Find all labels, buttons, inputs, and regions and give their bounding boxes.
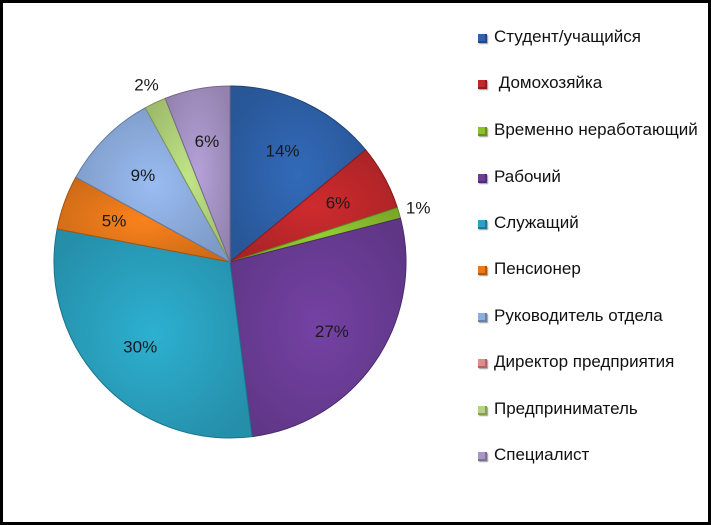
- legend-label: Служащий: [494, 213, 579, 232]
- legend-marker: [478, 452, 487, 461]
- legend-label: Предприниматель: [494, 399, 638, 418]
- slice-value-label: 30%: [123, 337, 157, 356]
- legend-marker: [478, 313, 487, 322]
- legend-label: Рабочий: [494, 167, 561, 186]
- legend-label: Специалист: [494, 445, 590, 464]
- pie-slice: [229, 217, 407, 438]
- pie-slices: [53, 85, 407, 439]
- legend-marker: [478, 406, 487, 415]
- legend-label: Директор предприятия: [494, 352, 675, 371]
- legend-label: Студент/учащийся: [494, 27, 641, 46]
- slice-value-label: 5%: [102, 211, 127, 230]
- legend-marker: [478, 359, 487, 368]
- slice-value-label: 14%: [265, 142, 299, 161]
- legend-marker: [478, 127, 487, 136]
- slice-value-label: 6%: [326, 194, 351, 213]
- legend-marker: [478, 220, 487, 229]
- pie-slice: [53, 228, 253, 439]
- legend-label: Пенсионер: [494, 259, 581, 278]
- legend-label: Временно неработающий: [494, 120, 698, 139]
- legend-marker: [478, 80, 487, 89]
- slice-value-label: 1%: [406, 198, 431, 217]
- legend-label: Домохозяйка: [494, 73, 603, 92]
- pie-slice: [229, 85, 367, 264]
- legend-label: Руководитель отдела: [494, 306, 663, 325]
- slice-value-label: 9%: [131, 166, 156, 185]
- slice-value-label: 6%: [195, 132, 220, 151]
- legend-marker: [478, 266, 487, 275]
- pie-slice: [164, 85, 231, 263]
- legend-marker: [478, 174, 487, 183]
- pie-slice: [75, 107, 232, 264]
- pie-value-labels: 14% 6% 1% 27% 30% 5% 9% 2% 6%: [102, 76, 431, 357]
- slice-value-label: 2%: [134, 76, 159, 95]
- legend-marker: [478, 34, 487, 43]
- slice-value-label: 27%: [315, 322, 349, 341]
